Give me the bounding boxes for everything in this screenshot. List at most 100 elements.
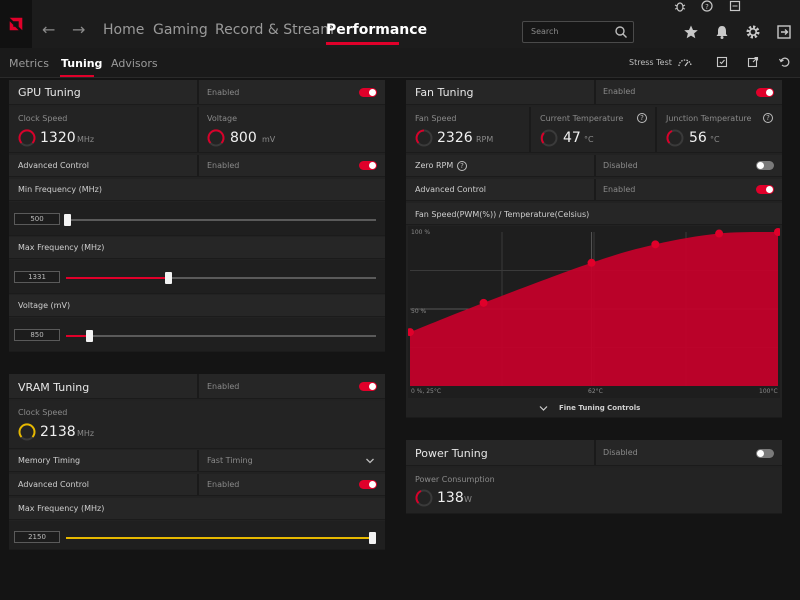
bug-report-icon[interactable] bbox=[729, 0, 741, 12]
tab-advisors[interactable]: Advisors bbox=[111, 57, 158, 70]
fan-tuning-toggle[interactable] bbox=[756, 88, 774, 97]
gpu-advanced-control-row: Advanced Control Enabled bbox=[9, 155, 385, 177]
divider bbox=[594, 80, 596, 104]
bug-icon[interactable] bbox=[674, 0, 686, 12]
gpu-tuning-status: Enabled bbox=[207, 88, 240, 97]
fan-speed-value: 2326 bbox=[437, 130, 473, 146]
fan-advanced-control-row: Advanced Control Enabled bbox=[406, 179, 782, 201]
export-icon[interactable] bbox=[747, 56, 759, 68]
search-placeholder: Search bbox=[531, 27, 559, 36]
nav-record-stream[interactable]: Record & Stream bbox=[215, 22, 334, 38]
star-icon[interactable] bbox=[683, 24, 699, 40]
power-consumption-label: Power Consumption bbox=[415, 475, 495, 484]
vram-tuning-header-row: VRAM Tuning Enabled bbox=[9, 374, 385, 399]
fan-speed-gauge-icon bbox=[415, 129, 433, 147]
min-frequency-thumb[interactable] bbox=[64, 214, 71, 226]
memory-timing-row: Memory Timing Fast Timing bbox=[9, 450, 385, 472]
min-frequency-row: Min Frequency (MHz) bbox=[9, 179, 385, 201]
fine-tuning-controls-row[interactable]: Fine Tuning Controls bbox=[406, 400, 782, 418]
chevron-down-icon[interactable] bbox=[539, 405, 548, 412]
gpu-clock-unit: MHz bbox=[77, 135, 95, 144]
chevron-down-icon[interactable] bbox=[365, 457, 375, 465]
nav-active-underline bbox=[326, 42, 399, 45]
divider bbox=[197, 450, 199, 471]
fan-curve-point[interactable] bbox=[408, 328, 414, 337]
vram-advanced-toggle[interactable] bbox=[359, 480, 377, 489]
amd-logo-icon[interactable] bbox=[0, 0, 32, 48]
gpu-voltage-gauge-icon bbox=[207, 129, 225, 147]
fan-curve-point[interactable] bbox=[651, 240, 660, 249]
max-frequency-track[interactable] bbox=[66, 277, 376, 279]
vram-max-frequency-label: Max Frequency (MHz) bbox=[18, 504, 105, 513]
fan-curve-point[interactable] bbox=[774, 228, 780, 236]
current-temperature-gauge-icon bbox=[540, 129, 558, 147]
vram-tuning-toggle[interactable] bbox=[359, 382, 377, 391]
voltage-slider-value[interactable]: 850 bbox=[14, 329, 60, 341]
current-temperature-help-icon[interactable]: ? bbox=[637, 113, 647, 123]
tab-tuning[interactable]: Tuning bbox=[61, 57, 103, 70]
power-tuning-toggle[interactable] bbox=[756, 449, 774, 458]
nav-home[interactable]: Home bbox=[103, 22, 145, 38]
min-frequency-label: Min Frequency (MHz) bbox=[18, 185, 102, 194]
fan-advanced-toggle[interactable] bbox=[756, 185, 774, 194]
divider bbox=[197, 107, 199, 152]
vram-tuning-panel: VRAM Tuning Enabled Clock Speed 2138 MHz… bbox=[9, 374, 385, 550]
tab-metrics[interactable]: Metrics bbox=[9, 57, 49, 70]
fan-curve-point[interactable] bbox=[587, 258, 596, 267]
svg-text:?: ? bbox=[705, 3, 709, 11]
power-consumption-value: 138 bbox=[437, 490, 464, 506]
fan-curve-chart[interactable]: 100 % 50 % 0 %, 25°C 62°C 100°C bbox=[408, 226, 780, 398]
vram-max-frequency-value[interactable]: 2150 bbox=[14, 531, 60, 543]
min-frequency-value[interactable]: 500 bbox=[14, 213, 60, 225]
search-input[interactable]: Search bbox=[522, 21, 634, 43]
exit-icon[interactable] bbox=[776, 24, 792, 40]
nav-gaming[interactable]: Gaming bbox=[153, 22, 208, 38]
fan-curve-area bbox=[410, 232, 778, 386]
max-frequency-fill bbox=[66, 277, 166, 279]
fan-curve-point[interactable] bbox=[479, 298, 488, 307]
forward-arrow-icon[interactable]: → bbox=[72, 20, 86, 39]
voltage-slider-track[interactable] bbox=[66, 335, 376, 337]
nav-performance[interactable]: Performance bbox=[326, 22, 428, 38]
divider bbox=[655, 107, 657, 152]
bell-icon[interactable] bbox=[714, 24, 730, 40]
vram-max-frequency-thumb[interactable] bbox=[369, 532, 376, 544]
vram-advanced-label: Advanced Control bbox=[18, 480, 89, 489]
x-tick-mid: 62°C bbox=[588, 388, 603, 395]
max-frequency-label: Max Frequency (MHz) bbox=[18, 243, 105, 252]
import-icon[interactable] bbox=[716, 56, 728, 68]
gear-icon[interactable] bbox=[745, 24, 761, 40]
gauge-icon[interactable] bbox=[677, 56, 693, 68]
vram-advanced-status: Enabled bbox=[207, 480, 240, 489]
max-frequency-thumb[interactable] bbox=[165, 272, 172, 284]
max-frequency-value[interactable]: 1331 bbox=[14, 271, 60, 283]
divider bbox=[529, 107, 531, 152]
back-arrow-icon[interactable]: ← bbox=[42, 20, 56, 39]
junction-temperature-gauge-icon bbox=[666, 129, 684, 147]
divider bbox=[197, 155, 199, 176]
stress-test-button[interactable]: Stress Test bbox=[629, 58, 672, 67]
reset-icon[interactable] bbox=[778, 56, 790, 68]
fan-tuning-header-row: Fan Tuning Enabled bbox=[406, 80, 782, 105]
fan-curve-point[interactable] bbox=[715, 229, 724, 238]
min-frequency-track[interactable] bbox=[66, 219, 376, 221]
current-temperature-label: Current Temperature bbox=[540, 114, 624, 123]
fine-tuning-controls-button[interactable]: Fine Tuning Controls bbox=[559, 404, 641, 412]
zero-rpm-help-icon[interactable]: ? bbox=[457, 161, 467, 171]
fan-curve-label-row: Fan Speed(PWM(%)) / Temperature(Celsius) bbox=[406, 203, 782, 225]
memory-timing-dropdown[interactable]: Fast Timing bbox=[207, 456, 253, 465]
junction-temperature-help-icon[interactable]: ? bbox=[763, 113, 773, 123]
zero-rpm-toggle[interactable] bbox=[756, 161, 774, 170]
help-icon[interactable]: ? bbox=[701, 0, 713, 12]
min-frequency-slider-row: 500 bbox=[9, 202, 385, 236]
voltage-slider-thumb[interactable] bbox=[86, 330, 93, 342]
gpu-tuning-toggle[interactable] bbox=[359, 88, 377, 97]
y-tick-mid: 50 % bbox=[411, 308, 427, 315]
fan-curve-svg[interactable] bbox=[408, 226, 780, 398]
divider bbox=[197, 474, 199, 495]
power-consumption-unit: W bbox=[464, 495, 472, 504]
gpu-advanced-toggle[interactable] bbox=[359, 161, 377, 170]
divider bbox=[197, 374, 199, 398]
fan-advanced-status: Enabled bbox=[603, 185, 636, 194]
gpu-clock-gauge-icon bbox=[18, 129, 36, 147]
